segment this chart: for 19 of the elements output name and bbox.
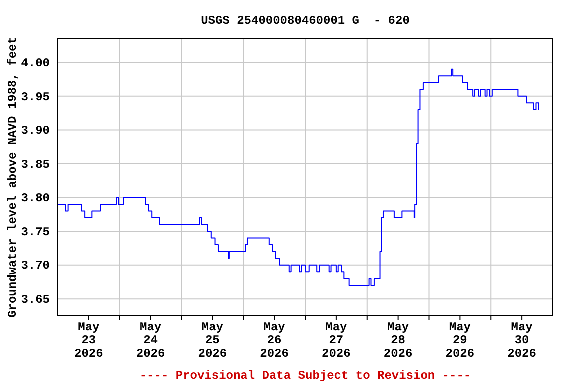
x-tick-label: May 29 2026 [446, 320, 475, 361]
x-tick-label: May 26 2026 [260, 320, 289, 361]
x-tick-label: May 28 2026 [384, 320, 413, 361]
y-tick-label: 3.70 [21, 259, 50, 274]
x-tick-label: May 25 2026 [198, 320, 228, 361]
y-tick-label: 3.80 [21, 192, 50, 206]
chart-title: USGS 254000080460001 G - 620 [201, 14, 410, 28]
y-tick-label: 3.85 [21, 158, 50, 172]
y-tick-label: 3.65 [21, 292, 50, 307]
x-tick-label: May 30 2026 [508, 320, 536, 361]
x-tick-label: May 23 2026 [74, 320, 104, 361]
text: ---- Provisional Data Subject to Revision ---- [140, 369, 472, 383]
y-tick-label: 3.75 [21, 225, 50, 240]
x-tick-label: May 24 2026 [136, 320, 166, 361]
y-axis-title: Groundwater level above NAVD 1988, feet [6, 37, 20, 318]
y-tick-label: 3.95 [21, 90, 50, 104]
y-tick-label: 3.90 [21, 124, 50, 138]
x-tick-label: May 27 2026 [322, 320, 351, 361]
y-tick-label: 4.00 [21, 56, 50, 70]
